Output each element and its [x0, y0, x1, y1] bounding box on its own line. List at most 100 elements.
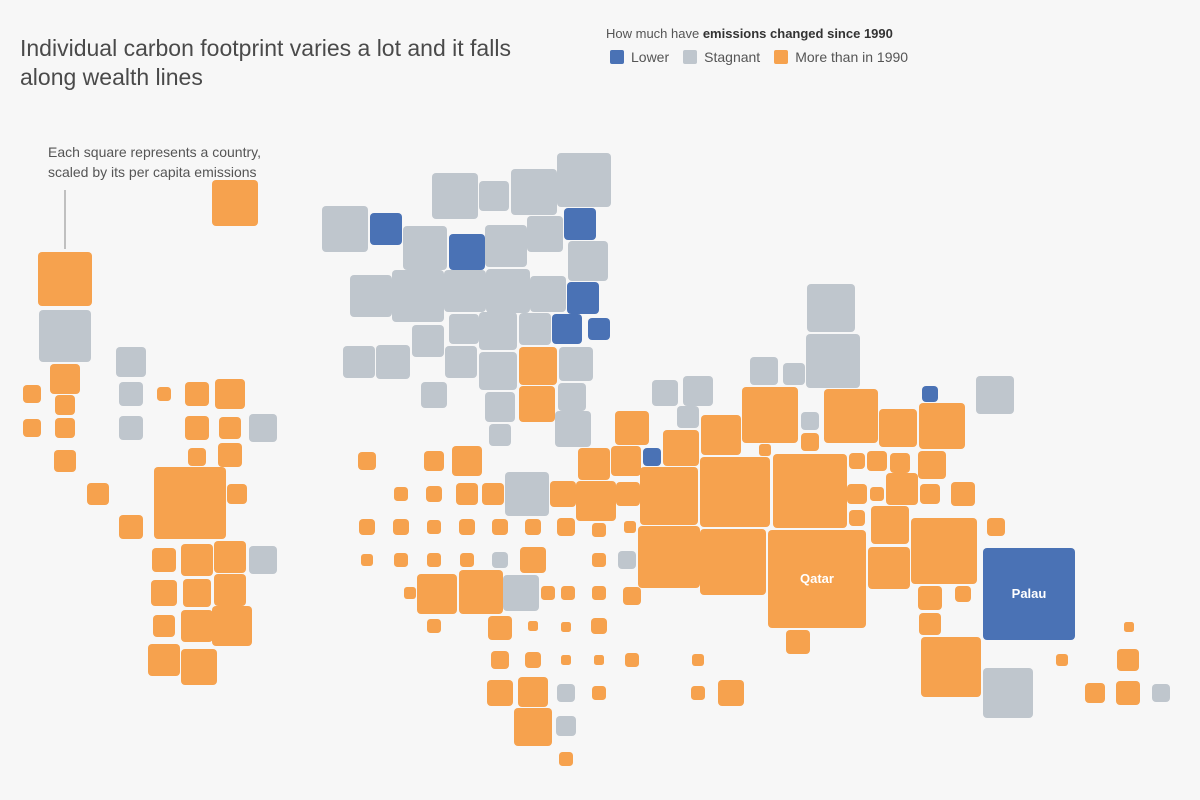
country-square-more [361, 554, 373, 566]
legend-item-stagnant: Stagnant [679, 49, 760, 65]
country-square-more [491, 651, 509, 669]
country-square-more [871, 506, 909, 544]
country-square-more [578, 448, 610, 480]
country-square-more [55, 418, 75, 438]
country-square-more [742, 387, 798, 443]
country-square-more [151, 580, 177, 606]
country-square-more [518, 677, 548, 707]
country-square-stagnant [618, 551, 636, 569]
country-square-stagnant [116, 347, 146, 377]
country-square-more [718, 680, 744, 706]
country-square-more [452, 446, 482, 476]
country-square-more [218, 443, 242, 467]
country-square-lower [564, 208, 596, 240]
country-square-more [867, 451, 887, 471]
country-square-more [520, 547, 546, 573]
country-square-more [157, 387, 171, 401]
country-square-more [592, 686, 606, 700]
country-square-stagnant [503, 575, 539, 611]
country-square-stagnant [485, 225, 527, 267]
country-square-more [459, 570, 503, 614]
country-square-more [550, 481, 576, 507]
country-square-lower [552, 314, 582, 344]
country-square-more [424, 451, 444, 471]
country-square-more [215, 379, 245, 409]
country-square-stagnant [983, 668, 1033, 718]
country-square-stagnant [976, 376, 1014, 414]
country-square-more [594, 655, 604, 665]
legend-question-bold: emissions changed since 1990 [702, 26, 893, 41]
country-square-more [214, 574, 246, 606]
country-square-more [592, 586, 606, 600]
country-square-more [640, 467, 698, 525]
legend-label-lower: Lower [631, 49, 670, 65]
country-square-more [154, 467, 226, 539]
country-square-stagnant [350, 275, 392, 317]
country-square-more [427, 553, 441, 567]
country-square-more [185, 382, 209, 406]
country-square-more [488, 616, 512, 640]
country-square-more [920, 484, 940, 504]
label-palau: Palau [1012, 586, 1047, 601]
country-square-more [561, 655, 571, 665]
country-square-more [625, 653, 639, 667]
country-square-stagnant [511, 169, 557, 215]
country-square-more [592, 523, 606, 537]
country-square-more [918, 586, 942, 610]
country-square-lower [983, 548, 1075, 640]
country-square-more [181, 544, 213, 576]
country-square-more [393, 519, 409, 535]
country-square-more [183, 579, 211, 607]
country-square-stagnant [444, 270, 486, 312]
annotation-line1: Each square represents a country, [48, 144, 261, 160]
label-qatar: Qatar [800, 571, 834, 586]
country-square-more [427, 619, 441, 633]
country-square-stagnant [119, 416, 143, 440]
country-square-stagnant [249, 414, 277, 442]
country-square-more [1117, 649, 1139, 671]
country-square-stagnant [322, 206, 368, 252]
country-square-stagnant [527, 216, 563, 252]
country-square-more [541, 586, 555, 600]
country-square-more [561, 622, 571, 632]
country-square-more [1116, 681, 1140, 705]
country-square-more [691, 686, 705, 700]
country-square-more [879, 409, 917, 447]
country-square-lower [643, 448, 661, 466]
country-square-more [514, 708, 552, 746]
country-square-more [701, 415, 741, 455]
legend-item-more: More than in 1990 [770, 49, 908, 65]
country-square-stagnant [530, 276, 566, 312]
country-square-stagnant [403, 226, 447, 270]
country-square-stagnant [39, 310, 91, 362]
country-square-more [801, 433, 819, 451]
country-square-more [119, 515, 143, 539]
country-square-stagnant [119, 382, 143, 406]
country-square-more [54, 450, 76, 472]
country-square-more [152, 548, 176, 572]
country-square-stagnant [449, 314, 479, 344]
country-square-more [525, 652, 541, 668]
country-square-more [611, 446, 641, 476]
country-square-more [638, 526, 700, 588]
country-square-more [576, 481, 616, 521]
country-square-stagnant [505, 472, 549, 516]
country-square-more [426, 486, 442, 502]
annotation-line2: scaled by its per capita emissions [48, 164, 257, 180]
country-square-more [227, 484, 247, 504]
country-square-stagnant [555, 411, 591, 447]
country-square-stagnant [343, 346, 375, 378]
country-square-more [951, 482, 975, 506]
legend-swatch-more [774, 50, 789, 64]
legend-question: How much have emissions changed since 19… [606, 26, 1026, 41]
country-square-more [456, 483, 478, 505]
country-square-more [358, 452, 376, 470]
country-square-more [561, 586, 575, 600]
country-square-more [849, 453, 865, 469]
chart-title: Individual carbon footprint varies a lot… [20, 35, 511, 90]
country-square-more [700, 457, 770, 527]
country-square-stagnant [683, 376, 713, 406]
legend-swatch-lower [610, 50, 624, 64]
country-square-more [919, 403, 965, 449]
